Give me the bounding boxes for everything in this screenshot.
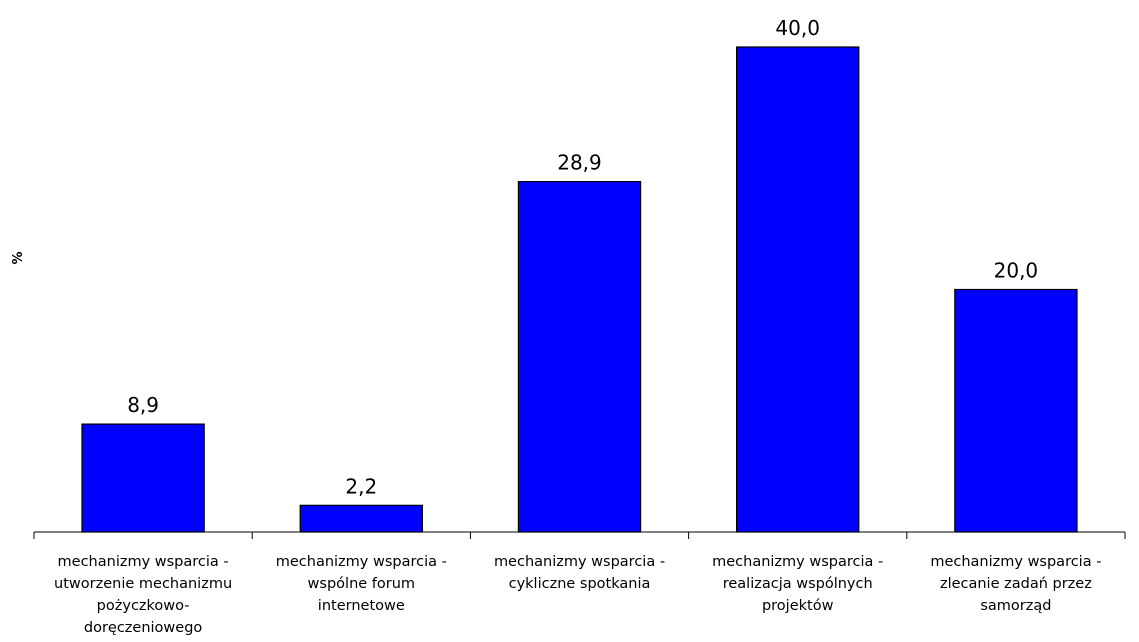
category-label-4: mechanizmy wsparcia -realizacja wspólnyc… bbox=[712, 554, 883, 614]
bars-group bbox=[81, 46, 1078, 533]
data-label-5: 20,0 bbox=[994, 259, 1039, 283]
data-label-4: 40,0 bbox=[775, 16, 820, 40]
data-label-2: 2,2 bbox=[345, 474, 377, 498]
value-labels-group: 8,9 2,2 28,9 40,0 20,0 bbox=[127, 16, 1038, 498]
bar-4 bbox=[736, 46, 860, 533]
category-label-3: mechanizmy wsparcia -cykliczne spotkania bbox=[494, 554, 665, 592]
x-axis bbox=[33, 531, 1126, 539]
bar-1 bbox=[81, 423, 205, 533]
data-label-1: 8,9 bbox=[127, 393, 159, 417]
category-label-2: mechanizmy wsparcia -wspólne forum intern… bbox=[276, 554, 447, 614]
category-label-1: mechanizmy wsparcia -utworzenie mechaniz… bbox=[54, 554, 232, 636]
bar-3 bbox=[517, 180, 642, 533]
category-label-5: mechanizmy wsparcia -zlecanie zadań prze… bbox=[930, 554, 1101, 614]
category-labels-group: mechanizmy wsparcia -utworzenie mechaniz… bbox=[54, 554, 1101, 636]
data-label-3: 28,9 bbox=[557, 151, 602, 175]
bar-2 bbox=[299, 504, 423, 533]
bar-5 bbox=[954, 288, 1078, 533]
y-axis-label: % bbox=[11, 251, 26, 264]
